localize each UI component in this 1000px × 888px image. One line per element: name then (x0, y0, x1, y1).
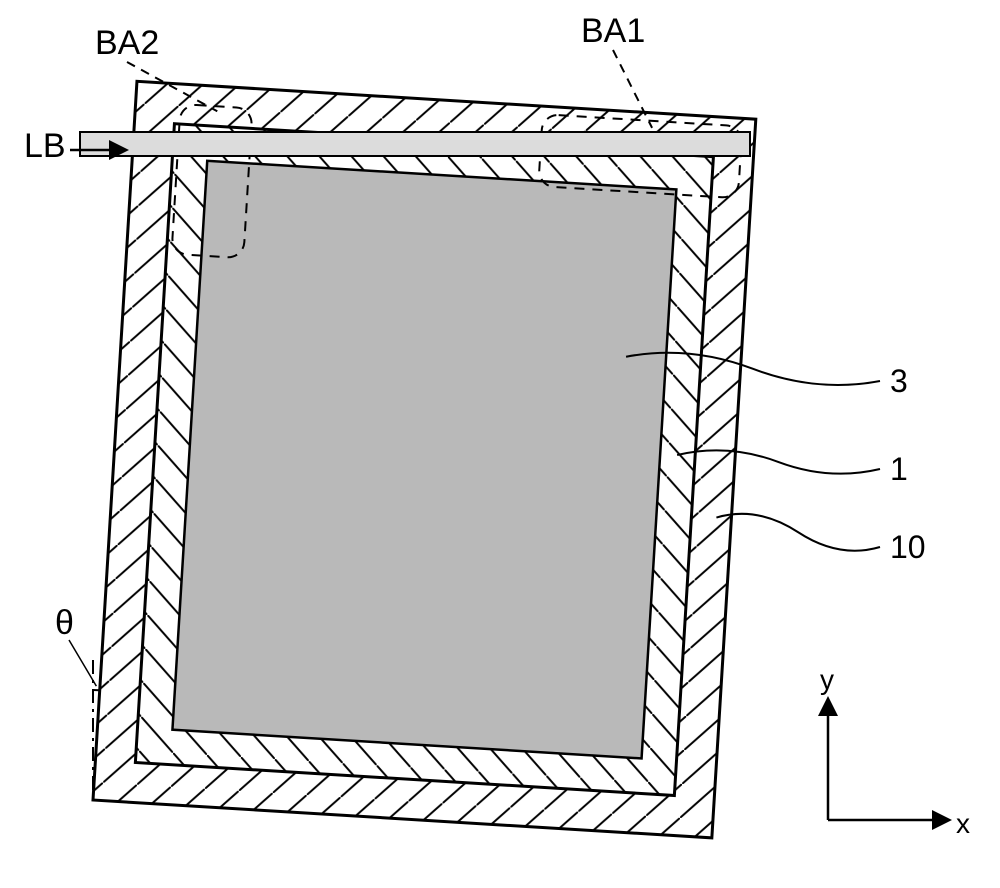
callout-1: 1 (890, 451, 908, 488)
label-ba1: BA1 (581, 12, 645, 51)
axis-y-label: y (820, 664, 834, 696)
label-ba2: BA2 (95, 24, 159, 63)
figure-svg (0, 0, 1000, 888)
callout-10: 10 (890, 529, 926, 566)
tilted-assembly (93, 81, 756, 838)
callout-3: 3 (890, 363, 908, 400)
label-theta: θ (55, 604, 74, 643)
axis-x-label: x (956, 808, 970, 840)
laser-bar (80, 132, 750, 156)
label-lb: LB (24, 127, 66, 166)
diagram-canvas: BA1 BA2 LB θ 3 1 10 x y (0, 0, 1000, 888)
leader-10 (716, 514, 880, 551)
